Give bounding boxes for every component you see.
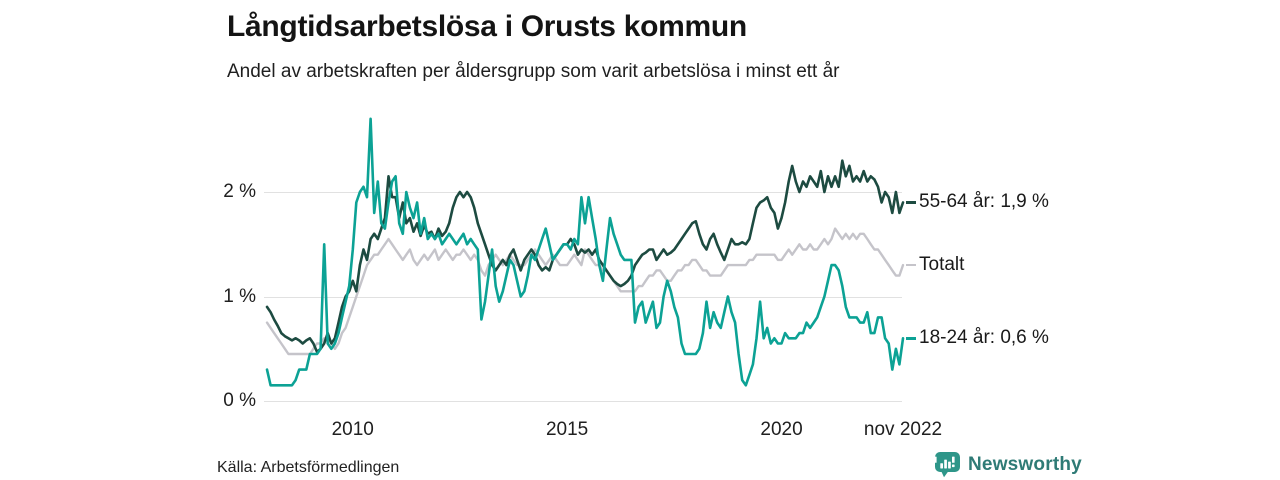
- chart-subtitle: Andel av arbetskraften per åldersgrupp s…: [227, 61, 840, 82]
- series-dash-18-24: [906, 337, 916, 340]
- series-label-18-24: 18-24 år: 0,6 %: [906, 327, 1049, 349]
- line-18-24: [265, 117, 905, 387]
- y-tick-1: 1 %: [223, 285, 256, 307]
- series-label-text: Totalt: [919, 254, 965, 276]
- x-tick-nov-2022: nov 2022: [863, 419, 943, 440]
- y-tick-2: 2 %: [223, 181, 256, 202]
- chart-title: Långtidsarbetslösa i Orusts kommun: [227, 10, 747, 43]
- series-label-totalt: Totalt: [906, 254, 964, 276]
- series-dash-totalt: [906, 263, 916, 267]
- newsworthy-wordmark: Newsworthy: [968, 453, 1082, 475]
- series-dash-55-64: [906, 201, 916, 204]
- source-note: Källa: Arbetsförmedlingen: [217, 459, 400, 476]
- x-tick-2010: 2010: [331, 419, 374, 440]
- line-totalt: [265, 227, 905, 356]
- y-tick-0: 0 %: [223, 390, 256, 411]
- line-55-64: [265, 159, 905, 354]
- newsworthy-icon: [934, 452, 960, 478]
- series-label-55-64: 55-64 år: 1,9 %: [906, 191, 1049, 213]
- newsworthy-logo: Newsworthy: [934, 451, 1082, 478]
- x-tick-2015: 2015: [545, 419, 589, 440]
- series-label-text: 18-24 år: 0,6 %: [919, 327, 1049, 349]
- x-tick-2020: 2020: [760, 419, 803, 440]
- series-label-text: 55-64 år: 1,9 %: [919, 191, 1049, 213]
- gridlines: [264, 192, 902, 402]
